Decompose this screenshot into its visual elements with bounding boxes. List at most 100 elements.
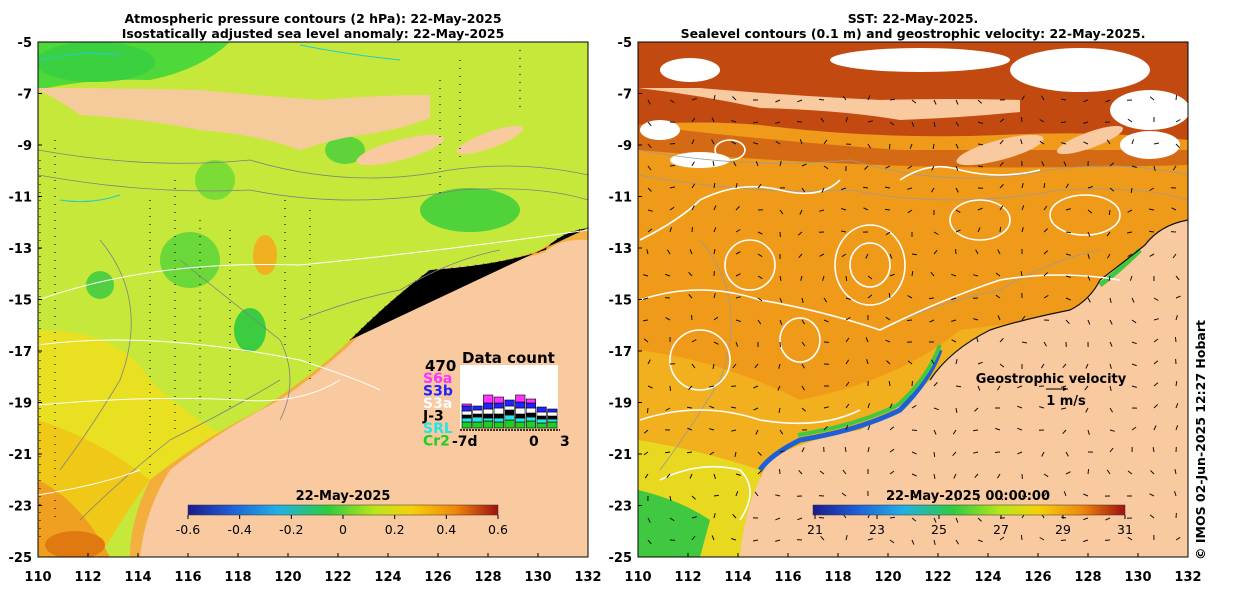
sla-pressure-contours [38,229,588,496]
sla-land-islands [38,88,430,150]
velocity-vector [1127,118,1133,123]
velocity-vector [775,517,781,521]
velocity-vector [819,253,825,257]
sla-track-dots [39,50,588,540]
velocity-vector [1131,385,1137,388]
velocity-vector [757,470,762,475]
velocity-vector [779,429,784,435]
sla-blob [45,531,105,557]
velocity-vector [999,495,1004,501]
velocity-vector [933,429,937,435]
velocity-vector [867,538,873,541]
sla-land-island [356,134,444,166]
velocity-vector [889,121,895,126]
velocity-vector [999,118,1005,123]
velocity-vector [713,183,716,189]
velocity-vector [1175,536,1181,541]
data-count-bar-segment [483,394,494,404]
data-count-bar-segment [504,419,515,429]
velocity-vector [955,517,959,523]
velocity-vector [951,273,957,277]
velocity-vector [1127,209,1133,213]
data-count-bar-segment [536,406,547,413]
velocity-vector [1083,141,1089,145]
velocity-vector [1174,336,1177,343]
velocity-vector [687,427,693,431]
y-tick-label: -17 [9,345,33,360]
velocity-vector [977,99,983,104]
velocity-vector [1043,491,1048,497]
velocity-vector [691,495,696,500]
velocity-vector [1087,253,1090,259]
velocity-vector [1149,187,1155,191]
data-count-bar-segment [515,401,526,409]
velocity-vector [1131,341,1137,345]
velocity-vector [1060,407,1067,410]
velocity-vector [647,209,653,212]
data-count-bar-segment [547,421,558,429]
velocity-vector [1175,403,1179,409]
velocity-vector [1106,231,1111,237]
data-count-bar-segment [472,413,483,418]
sst-coastline [929,219,1188,381]
velocity-vector [1153,142,1160,145]
velocity-vector [933,451,936,457]
data-count-bar-segment [525,420,537,429]
sla-blob [86,271,114,299]
velocity-vector [955,121,960,127]
velocity-vector [1149,230,1155,233]
sla-rivers [39,44,401,203]
colorbar-tick-label: -0.2 [279,522,303,537]
data-count-bar-segment [483,413,494,419]
velocity-vector [801,447,805,453]
x-tick-label: 118 [824,570,851,585]
data-count-bar-segment [493,402,504,409]
colorbar-tick-label: 25 [931,522,947,537]
velocity-legend: Geostrophic velocity 1 m/s [976,372,1127,409]
velocity-vector [1106,253,1111,259]
x-tick-label: 116 [174,570,201,585]
data-count-bar-segment [547,411,558,417]
velocity-vector [665,317,671,321]
velocity-vector [755,429,759,435]
data-count-bar-segment [525,402,537,409]
velocity-vector [1043,272,1048,277]
velocity-vector [889,426,895,431]
velocity-vector [865,337,869,343]
velocity-vector [819,470,825,475]
velocity-vector [955,407,958,413]
data-count-bar-segment [536,418,547,424]
y-tick-label: -7 [618,88,632,103]
velocity-vector [889,492,895,497]
x-tick-label: 132 [1174,570,1201,585]
velocity-vector [647,517,651,523]
data-count-inset [460,365,560,431]
velocity-vector [713,513,716,519]
data-count-bar-segment [515,394,526,403]
velocity-vector [1065,183,1069,189]
velocity-vector [801,407,807,412]
data-count-bar-segment [493,421,504,429]
colorbar-tick-label: 0.4 [436,522,456,537]
velocity-vector [889,516,895,519]
velocity-vector [955,385,962,388]
velocity-vector [731,120,737,123]
data-count-bar-segment [461,403,472,407]
velocity-vector [1153,165,1156,172]
velocity-vector [647,228,653,233]
velocity-vector [711,117,715,123]
velocity-vector [845,359,850,365]
sst-colorbar-title: 22-May-2025 00:00:00 [886,489,1050,504]
x-tick-label: 112 [674,570,701,585]
velocity-vector [691,139,695,145]
sla-map [38,42,588,557]
velocity-vector [955,539,960,545]
velocity-vector [889,98,895,101]
velocity-vector [911,495,917,499]
velocity-vector [840,230,847,233]
velocity-vector [798,253,803,259]
velocity-vector [1017,451,1023,455]
y-tick-label: -19 [609,397,633,412]
data-count-bar-segment [525,416,537,422]
velocity-vector [995,294,1001,299]
